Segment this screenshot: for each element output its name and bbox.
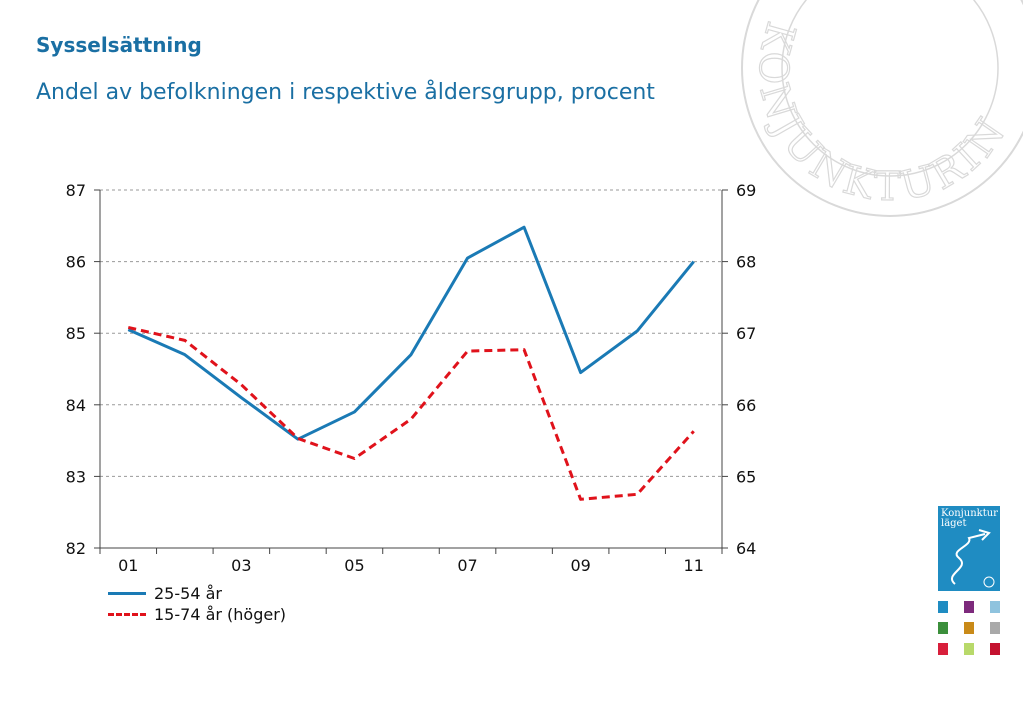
report-thumbnail[interactable] (964, 622, 974, 634)
legend-swatch-solid (108, 592, 146, 595)
left-tick-label: 87 (66, 181, 86, 200)
x-tick-label: 05 (344, 556, 364, 575)
left-tick-label: 83 (66, 467, 86, 486)
left-tick-label: 86 (66, 253, 86, 272)
cover-arrow-icon (951, 529, 995, 588)
x-tick-label: 09 (570, 556, 590, 575)
x-tick-label: 01 (118, 556, 138, 575)
series-line-red (127, 326, 695, 501)
right-tick-label: 64 (736, 539, 756, 558)
chart-axes: 82 83 84 85 86 87 64 65 66 67 68 69 01 03 05 07 09 11 (66, 181, 757, 575)
report-thumbnail[interactable] (990, 622, 1000, 634)
right-tick-label: 67 (736, 324, 756, 343)
chart-subtitle: Andel av befolkningen i respektive ålder… (36, 80, 655, 105)
legend-label: 15-74 år (höger) (154, 605, 287, 624)
institute-seal-watermark: KONJUNKTURINSTITUTET (0, 0, 1023, 217)
left-tick-label: 85 (66, 324, 86, 343)
legend-swatch-dashed (108, 613, 146, 616)
report-thumbnail-grid (938, 601, 1000, 655)
legend-label: 25-54 år (154, 584, 222, 603)
legend-item-blue: 25-54 år (108, 583, 286, 604)
right-tick-label: 69 (736, 181, 756, 200)
chart-title: Sysselsättning (36, 33, 202, 57)
right-tick-label: 66 (736, 396, 756, 415)
report-thumbnail[interactable] (938, 601, 948, 613)
report-thumbnail[interactable] (938, 622, 948, 634)
right-tick-label: 65 (736, 467, 756, 486)
seal-outer-ring (741, 0, 1023, 217)
grid-lines (100, 189, 722, 477)
report-thumbnail[interactable] (990, 601, 1000, 613)
seal-text-path-content: KONJUNKTURINSTITUTET (0, 0, 1013, 211)
series-line-blue (127, 225, 695, 441)
report-cover-title: Konjunktur läget (941, 508, 998, 529)
seal-inner-ring (781, 0, 999, 177)
chart-legend: 25-54 år 15-74 år (höger) (108, 583, 286, 625)
seal-text: KONJUNKTURINSTITUTET (0, 0, 1016, 210)
left-tick-label: 82 (66, 539, 86, 558)
report-thumbnail[interactable] (964, 601, 974, 613)
right-tick-label: 68 (736, 253, 756, 272)
left-tick-label: 84 (66, 396, 86, 415)
x-tick-label: 03 (231, 556, 251, 575)
x-tick-label: 07 (457, 556, 477, 575)
x-tick-label: 11 (684, 556, 704, 575)
legend-item-red: 15-74 år (höger) (108, 604, 286, 625)
report-thumbnail[interactable] (938, 643, 948, 655)
report-cover-thumbnail[interactable]: Konjunktur läget (938, 506, 1000, 591)
report-thumbnail[interactable] (990, 643, 1000, 655)
chart-series (127, 225, 695, 501)
report-thumbnail[interactable] (964, 643, 974, 655)
